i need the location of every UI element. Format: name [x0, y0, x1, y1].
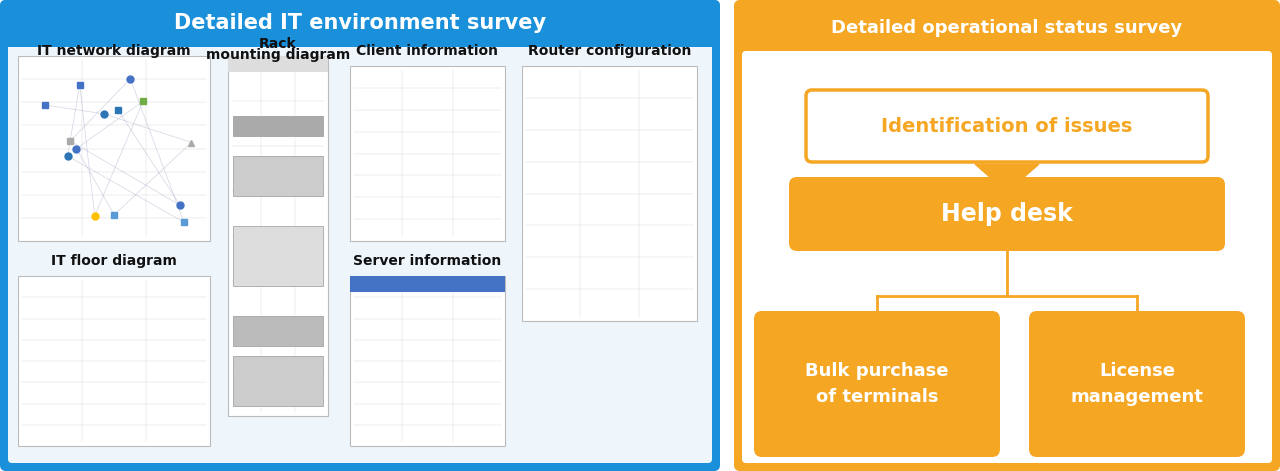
Bar: [233, 156, 323, 196]
Text: Server information: Server information: [353, 254, 502, 268]
Bar: [233, 356, 323, 406]
FancyBboxPatch shape: [349, 66, 506, 241]
Text: Bulk purchase
of terminals: Bulk purchase of terminals: [805, 363, 948, 406]
Text: IT network diagram: IT network diagram: [37, 44, 191, 58]
Text: IT floor diagram: IT floor diagram: [51, 254, 177, 268]
FancyBboxPatch shape: [1029, 311, 1245, 457]
Text: Detailed operational status survey: Detailed operational status survey: [832, 19, 1183, 37]
Text: Help desk: Help desk: [941, 202, 1073, 226]
Bar: [349, 276, 506, 292]
FancyBboxPatch shape: [18, 276, 210, 446]
Bar: [228, 56, 328, 72]
FancyBboxPatch shape: [522, 66, 698, 321]
FancyBboxPatch shape: [18, 56, 210, 241]
FancyBboxPatch shape: [754, 311, 1000, 457]
Bar: [233, 316, 323, 346]
Bar: [233, 226, 323, 286]
Text: License
management: License management: [1070, 363, 1203, 406]
FancyBboxPatch shape: [228, 56, 328, 416]
FancyBboxPatch shape: [0, 0, 719, 47]
Text: mounting diagram: mounting diagram: [206, 48, 351, 62]
Text: Router configuration: Router configuration: [527, 44, 691, 58]
Text: Detailed IT environment survey: Detailed IT environment survey: [174, 13, 547, 33]
FancyBboxPatch shape: [349, 276, 506, 446]
Text: Identification of issues: Identification of issues: [882, 116, 1133, 136]
FancyBboxPatch shape: [742, 51, 1272, 463]
FancyBboxPatch shape: [733, 0, 1280, 471]
Polygon shape: [975, 164, 1039, 192]
FancyBboxPatch shape: [806, 90, 1208, 162]
Text: Client information: Client information: [357, 44, 498, 58]
Text: Rack: Rack: [259, 37, 297, 51]
Bar: [233, 116, 323, 136]
FancyBboxPatch shape: [788, 177, 1225, 251]
FancyBboxPatch shape: [0, 0, 719, 471]
FancyBboxPatch shape: [8, 42, 712, 463]
